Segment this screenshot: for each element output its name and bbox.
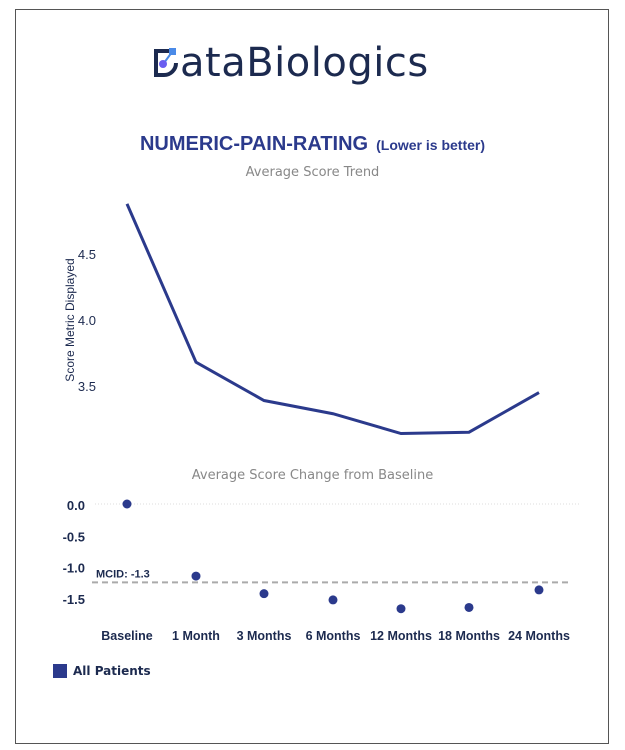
x-tick-label: 12 Months	[370, 629, 432, 643]
trend-title: Average Score Trend	[245, 165, 380, 180]
data-point	[259, 589, 269, 599]
x-tick-label: Baseline	[101, 629, 152, 643]
trend-line	[125, 203, 540, 436]
mcid-label: MCID: -1.3	[96, 568, 150, 580]
report-frame	[15, 9, 609, 744]
logo-mark-icon	[154, 48, 178, 77]
brand-name: ataBiologics	[180, 40, 429, 86]
y-tick-label: -1.0	[63, 561, 85, 576]
brand-logo: ataBiologics	[152, 40, 429, 86]
x-tick-label: 3 Months	[237, 629, 292, 643]
y-tick-label: 0.0	[67, 498, 85, 513]
legend-swatch	[53, 664, 67, 678]
y-tick-label: 3.5	[78, 379, 96, 394]
y-tick-label: 4.0	[78, 313, 96, 328]
change-title: Average Score Change from Baseline	[191, 468, 434, 483]
page-title: NUMERIC-PAIN-RATING (Lower is better)	[0, 133, 625, 156]
data-point	[464, 602, 474, 612]
x-tick-label: 1 Month	[172, 629, 220, 643]
legend[interactable]: All Patients	[53, 664, 151, 678]
y-tick-label: -0.5	[63, 529, 85, 544]
y-tick-label: -1.5	[63, 592, 85, 607]
data-point	[534, 585, 544, 595]
data-point	[122, 499, 132, 509]
data-point	[191, 571, 201, 581]
x-tick-label: 6 Months	[306, 629, 361, 643]
title-note: (Lower is better)	[376, 137, 486, 153]
data-point	[328, 595, 338, 605]
title-text: NUMERIC-PAIN-RATING	[139, 133, 369, 155]
x-tick-label: 24 Months	[508, 629, 570, 643]
data-point	[396, 604, 406, 614]
y-axis-label: Score Metric Displayed	[63, 258, 77, 381]
x-tick-label: 18 Months	[438, 629, 500, 643]
legend-label: All Patients	[73, 664, 151, 678]
y-tick-label: 4.5	[78, 247, 96, 262]
